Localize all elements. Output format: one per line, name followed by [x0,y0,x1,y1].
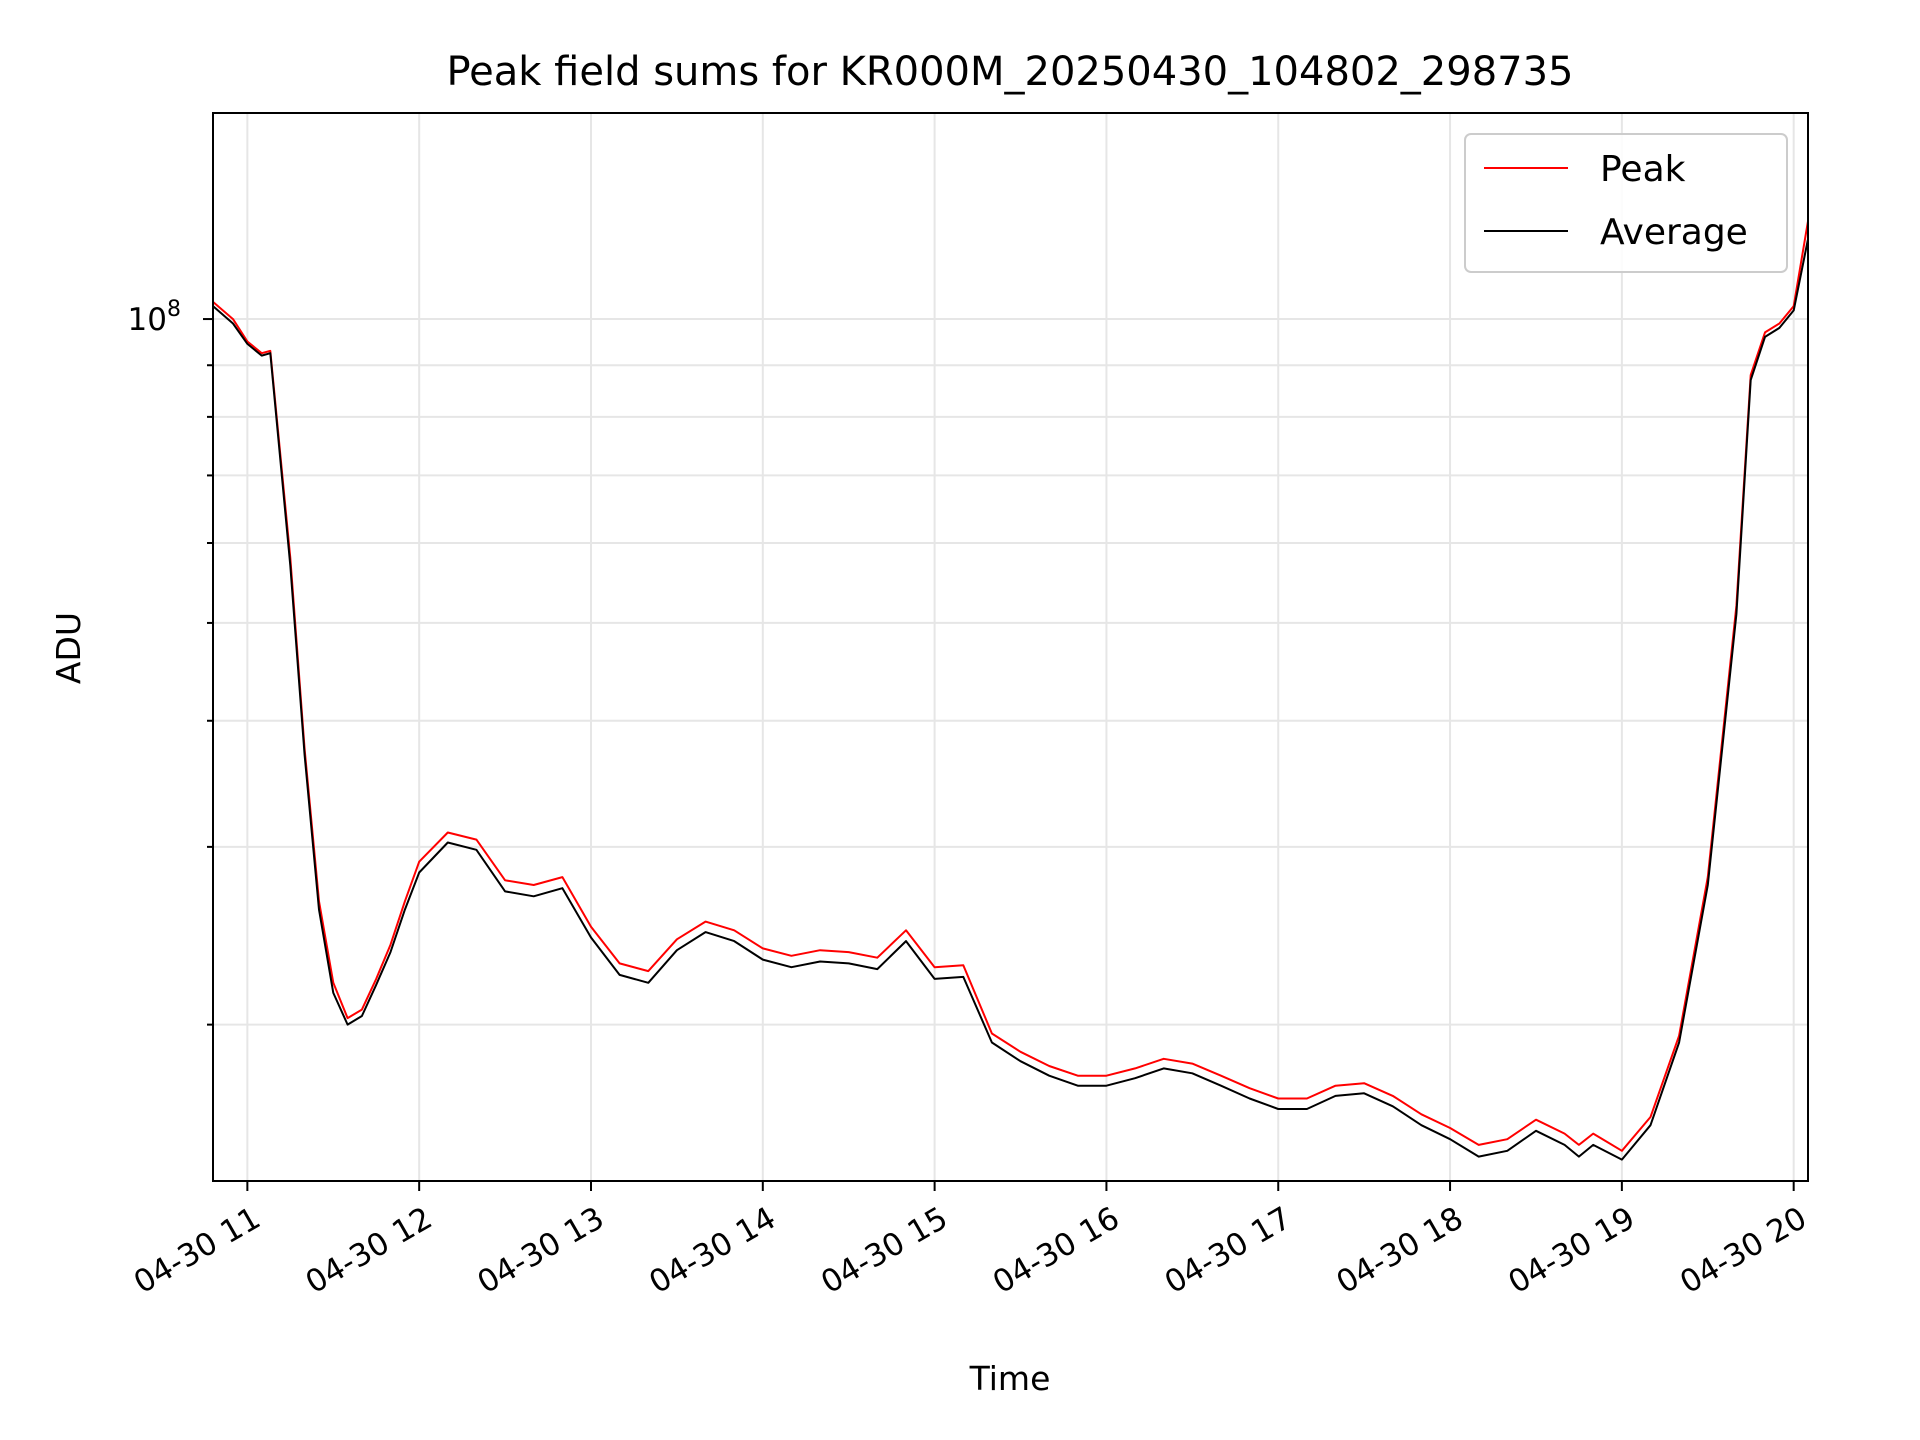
legend: Peak Average [1464,133,1788,273]
y-axis-label: ADU [49,612,88,684]
y-axis: 108 [128,297,213,1026]
legend-average-label: Average [1600,212,1748,253]
grid [213,113,1808,1181]
plot-frame [212,112,1809,1182]
series-line-average [212,238,1809,1161]
y-tick-label: 108 [128,297,181,338]
plot-area [212,221,1809,1161]
series-line-peak [212,221,1809,1152]
legend-peak-label: Peak [1600,149,1686,190]
x-axis-label: Time [969,1359,1051,1398]
chart-title: Peak field sums for KR000M_20250430_1048… [446,49,1573,95]
